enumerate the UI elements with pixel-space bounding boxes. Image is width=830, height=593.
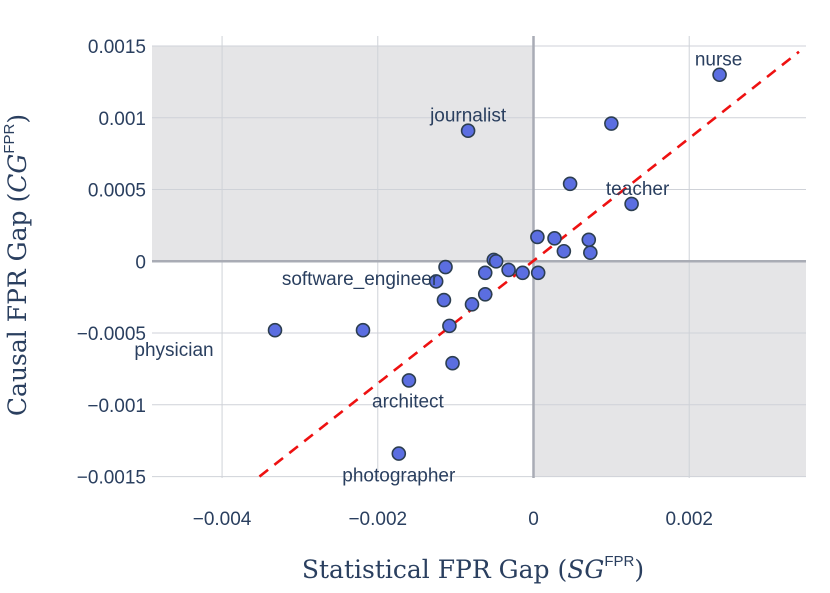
x-axis-title-end: ): [634, 555, 644, 584]
y-tick-label: −0.001: [87, 396, 146, 417]
x-tick-label: −0.004: [193, 509, 252, 530]
zero-lines: [152, 36, 806, 478]
data-point: [501, 262, 516, 278]
data-point: [428, 274, 444, 289]
reference-line: [258, 50, 800, 478]
y-axis-title-symbol: CG: [3, 154, 32, 193]
y-tick-label: 0.001: [98, 109, 146, 130]
x-axis-title-main: Statistical FPR Gap (: [302, 555, 567, 584]
data-point: [581, 232, 597, 248]
data-point: [267, 322, 283, 338]
y-tick-label: −0.0005: [77, 324, 146, 345]
data-point: [515, 265, 530, 281]
y-tick-label: −0.0015: [77, 468, 146, 489]
data-point: [624, 196, 639, 212]
point-label-nurse: nurse: [695, 50, 743, 71]
data-point: [355, 322, 371, 338]
reference-dashed-line: [258, 50, 800, 478]
x-axis-title-superscript: FPR: [604, 553, 634, 570]
x-tick-label: 0.002: [665, 509, 713, 530]
point-label-photographer: photographer: [342, 466, 456, 487]
y-tick-label: 0.0015: [88, 37, 146, 58]
data-point: [583, 245, 598, 260]
shaded-quadrant-top-left: [152, 46, 534, 262]
plot-background: [152, 46, 806, 477]
data-point: [547, 231, 562, 246]
data-point: [464, 297, 480, 312]
shaded-quadrant-bottom-right: [533, 261, 806, 477]
x-tick-label: −0.002: [348, 509, 407, 530]
data-point: [530, 265, 546, 281]
y-axis-title-main: Causal FPR Gap (: [3, 193, 32, 416]
x-axis-title-symbol: SG: [567, 555, 604, 584]
y-axis-title: Causal FPR Gap (CGFPR): [1, 114, 32, 416]
data-point: [436, 292, 452, 308]
y-axis-title-end: ): [3, 114, 32, 124]
data-point: [460, 123, 476, 139]
y-tick-labels: 0.0015 0.001 0.0005 0 −0.0005 −0.001 −0.0015: [77, 37, 146, 489]
data-point: [556, 243, 572, 259]
point-label-software-engineer: software_engineer: [282, 269, 439, 290]
x-tick-label: 0: [528, 509, 539, 530]
data-point: [530, 229, 545, 245]
grid-lines: [152, 36, 806, 478]
data-point: [391, 446, 407, 461]
x-tick-labels: −0.004 −0.002 0 0.002: [193, 509, 713, 530]
point-label-physician: physician: [134, 340, 213, 361]
data-point: [438, 259, 453, 275]
data-point: [712, 67, 727, 83]
y-tick-label: 0: [135, 252, 146, 273]
point-label-architect: architect: [372, 391, 445, 412]
data-points: [267, 67, 727, 461]
y-tick-label: 0.0005: [88, 181, 146, 202]
data-point: [477, 265, 493, 281]
point-labels: nurse journalist teacher software_engineerp…: [134, 50, 742, 487]
data-point: [401, 373, 417, 388]
x-axis-title: Statistical FPR Gap (SGFPR): [302, 553, 644, 584]
point-label-teacher: teacher: [606, 179, 670, 200]
data-point: [442, 318, 457, 334]
data-point: [488, 254, 504, 269]
data-point: [604, 116, 619, 131]
y-axis-title-superscript: FPR: [1, 123, 18, 153]
point-label-journalist: journalist: [429, 106, 507, 127]
data-point: [445, 355, 460, 371]
data-point: [562, 176, 578, 192]
data-point: [477, 287, 493, 302]
